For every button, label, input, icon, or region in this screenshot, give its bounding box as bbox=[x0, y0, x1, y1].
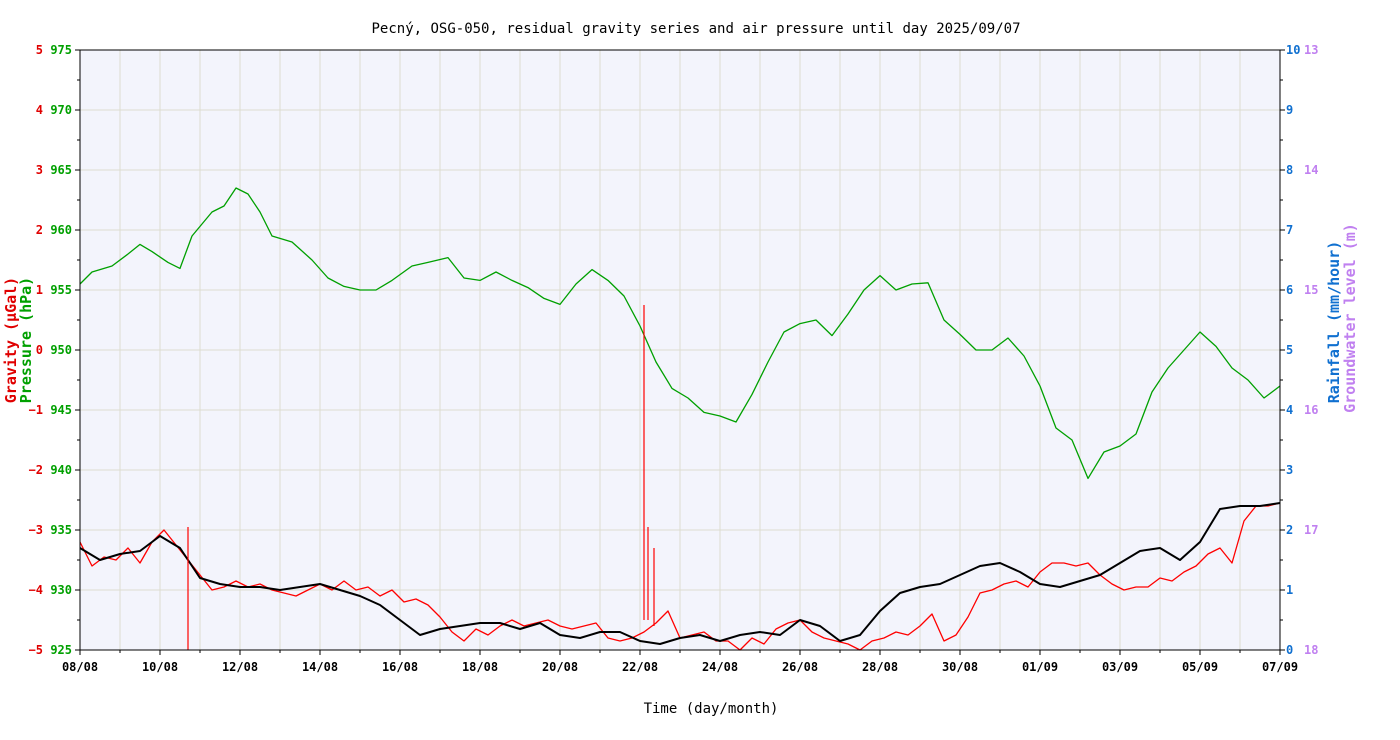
pressure-tick-label: 965 bbox=[50, 163, 72, 177]
rainfall-tick-label: 7 bbox=[1286, 223, 1293, 237]
gravity-tick-label: −5 bbox=[29, 643, 43, 657]
groundwater-tick-label: 15 bbox=[1304, 283, 1318, 297]
series-line-gravity-smoothed-gal bbox=[79, 502, 1281, 645]
x-tick-label: 22/08 bbox=[622, 660, 658, 674]
x-tick-label: 01/09 bbox=[1022, 660, 1058, 674]
pressure-tick-label: 970 bbox=[50, 103, 72, 117]
rainfall-tick-label: 5 bbox=[1286, 343, 1293, 357]
rainfall-tick-label: 1 bbox=[1286, 583, 1293, 597]
pressure-tick-label: 975 bbox=[50, 43, 72, 57]
x-tick-label: 14/08 bbox=[302, 660, 338, 674]
x-tick-label: 30/08 bbox=[942, 660, 978, 674]
plot-frame bbox=[79, 49, 1281, 651]
x-tick-label: 20/08 bbox=[542, 660, 578, 674]
groundwater-tick-label: 16 bbox=[1304, 403, 1318, 417]
x-tick-label: 28/08 bbox=[862, 660, 898, 674]
x-tick-label: 10/08 bbox=[142, 660, 178, 674]
rainfall-tick-label: 8 bbox=[1286, 163, 1293, 177]
groundwater-tick-label: 14 bbox=[1304, 163, 1318, 177]
x-axis-ticks: 08/08 10/08 12/08 14/08 16/08 18/08 20/08 22/08… bbox=[62, 650, 1298, 674]
x-tick-label: 16/08 bbox=[382, 660, 418, 674]
pressure-tick-label: 940 bbox=[50, 463, 72, 477]
rainfall-tick-label: 9 bbox=[1286, 103, 1293, 117]
gravity-tick-label: 2 bbox=[36, 223, 43, 237]
pressure-tick-label: 925 bbox=[50, 643, 72, 657]
rainfall-tick-label: 10 bbox=[1286, 43, 1300, 57]
gravity-tick-label: 0 bbox=[36, 343, 43, 357]
pressure-tick-label: 955 bbox=[50, 283, 72, 297]
gravity-tick-label: 3 bbox=[36, 163, 43, 177]
gravity-tick-label: −3 bbox=[29, 523, 43, 537]
y-axis-label-groundwater: Groundwater level (m) bbox=[1341, 223, 1359, 413]
gravity-tick-label: 5 bbox=[36, 43, 43, 57]
chart-title: Pecný, OSG-050, residual gravity series … bbox=[371, 21, 1020, 37]
left-axis-ticks: 5 975 4 970 3 965 2 960 1 955 0 950 −1 945 −2 940 −3 935 −… bbox=[29, 43, 80, 657]
x-tick-label: 07/09 bbox=[1262, 660, 1298, 674]
groundwater-tick-label: 17 bbox=[1304, 523, 1318, 537]
y-axis-label-rainfall: Rainfall (mm/hour) bbox=[1325, 241, 1343, 404]
x-tick-label: 18/08 bbox=[462, 660, 498, 674]
gravity-tick-label: 4 bbox=[36, 103, 43, 117]
groundwater-tick-label: 13 bbox=[1304, 43, 1318, 57]
gravity-tick-label: −4 bbox=[29, 583, 43, 597]
rainfall-tick-label: 6 bbox=[1286, 283, 1293, 297]
x-tick-label: 08/08 bbox=[62, 660, 98, 674]
rainfall-tick-label: 4 bbox=[1286, 403, 1293, 417]
gravity-tick-label: −2 bbox=[29, 463, 43, 477]
rainfall-tick-label: 3 bbox=[1286, 463, 1293, 477]
gravity-tick-label: 1 bbox=[36, 283, 43, 297]
pressure-tick-label: 960 bbox=[50, 223, 72, 237]
pressure-tick-label: 945 bbox=[50, 403, 72, 417]
y-axis-label-pressure: Pressure (hPa) bbox=[17, 277, 35, 403]
pressure-tick-label: 950 bbox=[50, 343, 72, 357]
series-layer bbox=[79, 187, 1281, 651]
x-axis-label: Time (day/month) bbox=[644, 701, 779, 717]
groundwater-tick-label: 18 bbox=[1304, 643, 1318, 657]
pressure-tick-label: 930 bbox=[50, 583, 72, 597]
x-tick-label: 24/08 bbox=[702, 660, 738, 674]
series-line-pressure-hpa bbox=[79, 187, 1281, 480]
gravity-tick-label: −1 bbox=[29, 403, 43, 417]
grid bbox=[80, 50, 1280, 650]
pressure-tick-label: 935 bbox=[50, 523, 72, 537]
y-axis-label-gravity: Gravity (μGal) bbox=[2, 277, 20, 403]
rainfall-tick-label: 0 bbox=[1286, 643, 1293, 657]
rainfall-tick-label: 2 bbox=[1286, 523, 1293, 537]
x-tick-label: 05/09 bbox=[1182, 660, 1218, 674]
x-tick-label: 26/08 bbox=[782, 660, 818, 674]
x-tick-label: 12/08 bbox=[222, 660, 258, 674]
x-tick-label: 03/09 bbox=[1102, 660, 1138, 674]
